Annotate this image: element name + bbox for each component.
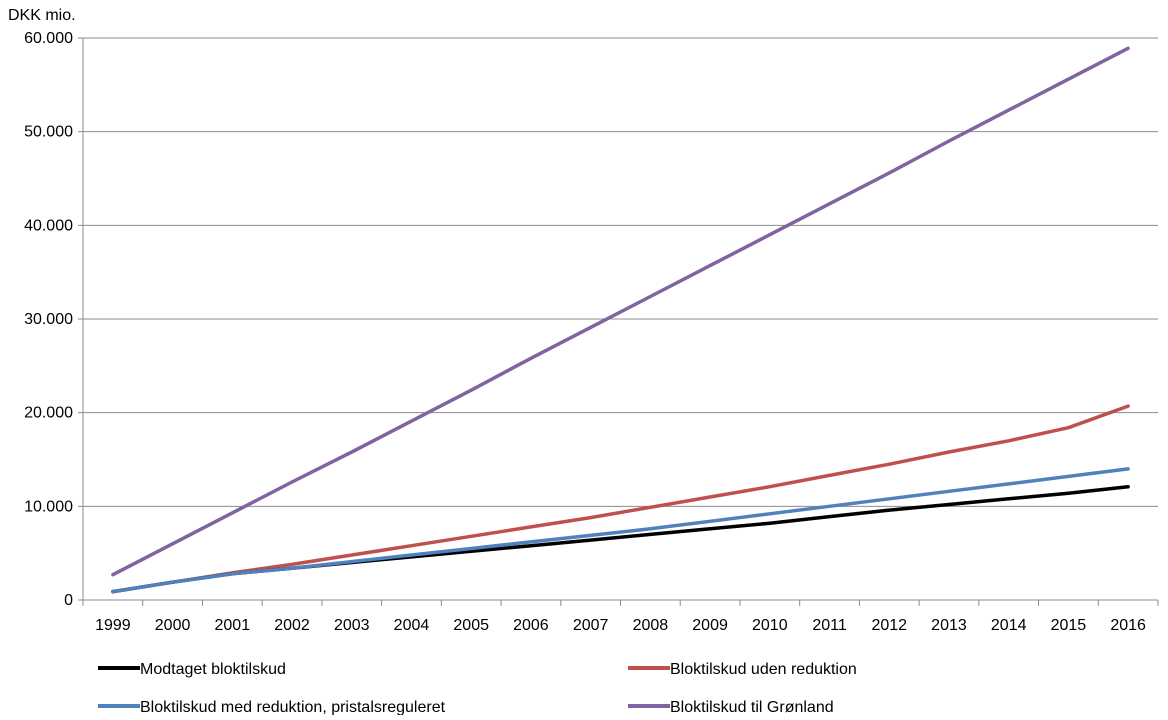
legend-item: Modtaget bloktilskud (98, 661, 286, 678)
x-tick-label: 2007 (573, 617, 609, 634)
series-line (111, 46, 1130, 577)
series-line (111, 484, 1130, 594)
x-tick-label: 2002 (274, 617, 310, 634)
x-tick-label: 2003 (334, 617, 370, 634)
axes (78, 37, 1159, 606)
y-tick-label: 30.000 (24, 311, 73, 328)
legend-label: Bloktilskud til Grønland (670, 699, 834, 715)
series-line (111, 467, 1130, 594)
legend-item: Bloktilskud uden reduktion (628, 661, 857, 678)
y-tick-label: 10.000 (24, 498, 73, 515)
y-tick-label: 50.000 (24, 124, 73, 141)
y-tick-label: 0 (64, 592, 73, 609)
y-tick-label: 60.000 (24, 30, 73, 47)
x-tick-label: 2008 (633, 617, 669, 634)
x-tick-label: 2004 (394, 617, 430, 634)
series-lines (111, 46, 1130, 594)
legend-item: Bloktilskud til Grønland (628, 699, 834, 716)
x-tick-label: 1999 (95, 617, 131, 634)
legend-label: Bloktilskud med reduktion, pristalsregul… (140, 699, 446, 715)
series-line (111, 404, 1130, 594)
gridlines (83, 37, 1158, 507)
y-tick-labels: 0 10.000 20.000 30.000 40.000 50.000 60.000 (24, 30, 73, 609)
y-tick-label: 20.000 (24, 405, 73, 422)
x-tick-label: 2011 (812, 617, 847, 634)
x-tick-label: 2016 (1110, 617, 1146, 634)
x-tick-label: 2013 (931, 617, 967, 634)
x-tick-label: 2000 (155, 617, 191, 634)
legend: Modtaget bloktilskud Bloktilskud uden red… (98, 661, 857, 716)
legend-item: Bloktilskud med reduktion, pristalsregul… (98, 699, 446, 716)
x-tick-label: 2010 (752, 617, 788, 634)
legend-label: Bloktilskud uden reduktion (670, 661, 857, 678)
y-axis-title: DKK mio. (8, 7, 76, 24)
x-tick-labels: 1999 2000 2001 2002 2003 2004 2005 2006 2007 2008… (95, 617, 1146, 634)
x-tick-label: 2014 (991, 617, 1027, 634)
x-tick-label: 2005 (453, 617, 489, 634)
x-tick-label: 2006 (513, 617, 549, 634)
x-tick-label: 2015 (1051, 617, 1087, 634)
x-tick-label: 2009 (692, 617, 728, 634)
legend-label: Modtaget bloktilskud (140, 661, 286, 678)
x-tick-label: 2012 (871, 617, 907, 634)
x-tick-label: 2001 (215, 617, 251, 634)
y-tick-label: 40.000 (24, 217, 73, 234)
